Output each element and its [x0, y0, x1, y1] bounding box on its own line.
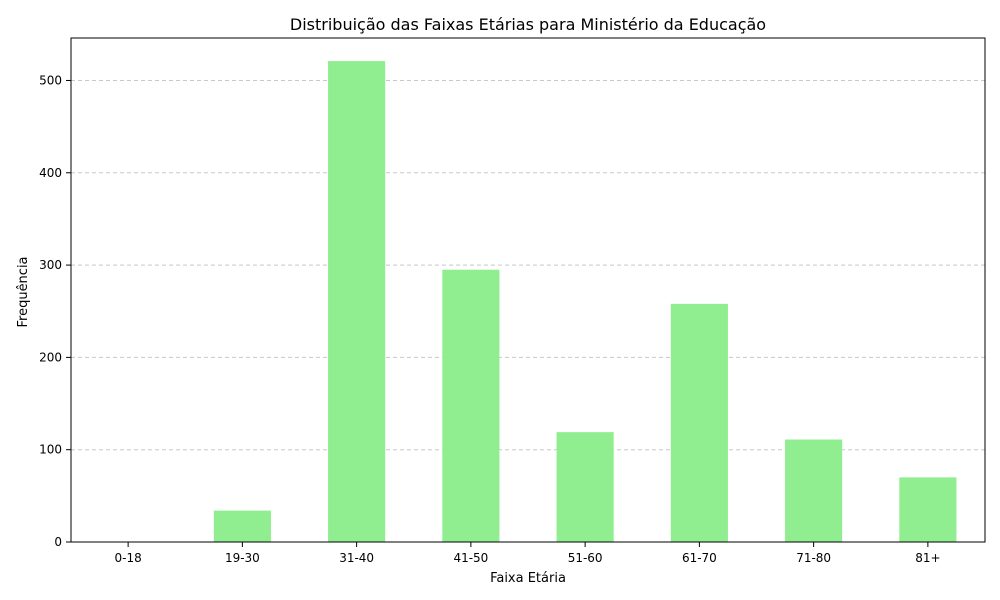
- bars: [213, 61, 957, 542]
- y-tick-label: 200: [39, 350, 62, 364]
- x-tick-label: 31-40: [339, 551, 374, 565]
- x-tick-label: 19-30: [225, 551, 260, 565]
- axes: [66, 37, 986, 547]
- bar-51-60: [556, 432, 614, 542]
- y-tick-label: 300: [39, 258, 62, 272]
- x-tick-label: 71-80: [796, 551, 831, 565]
- x-tick-label: 61-70: [682, 551, 717, 565]
- y-axis-title: Frequência: [16, 256, 31, 327]
- x-tick-label: 0-18: [115, 551, 142, 565]
- x-tick-label: 81+: [915, 551, 940, 565]
- bar-41-50: [442, 269, 500, 542]
- chart-title: Distribuição das Faixas Etárias para Min…: [290, 15, 766, 34]
- tick-labels: 0 100 200 300 400 500 0-18 19-30 31-40 41-50 51-60…: [39, 73, 940, 565]
- x-axis-title: Faixa Etária: [490, 571, 566, 586]
- bar-31-40: [328, 61, 386, 542]
- y-tick-label: 500: [39, 73, 62, 87]
- bar-19-30: [213, 510, 271, 542]
- x-tick-label: 51-60: [568, 551, 603, 565]
- bar-71-80: [785, 439, 843, 542]
- y-tick-label: 100: [39, 443, 62, 457]
- grid-lines: [71, 79, 985, 451]
- bar-61-70: [670, 303, 728, 542]
- y-tick-label: 0: [54, 535, 62, 549]
- y-tick-label: 400: [39, 166, 62, 180]
- x-tick-label: 41-50: [453, 551, 488, 565]
- bar-81+: [899, 477, 957, 542]
- plot-frame: [70, 37, 986, 543]
